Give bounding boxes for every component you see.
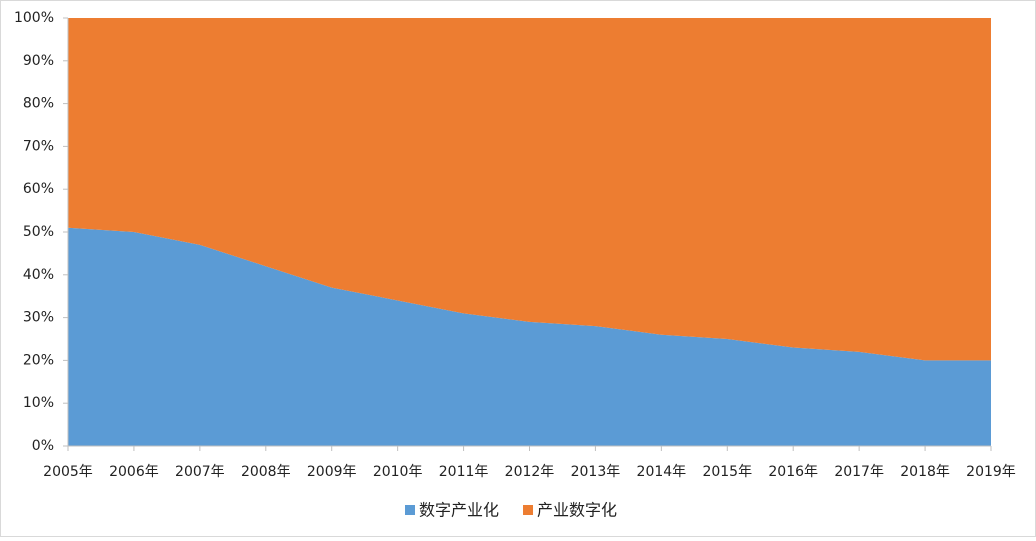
- legend-label: 数字产业化: [419, 501, 499, 520]
- y-tick-label: 50%: [23, 224, 54, 240]
- x-tick-label: 2012年: [505, 464, 555, 480]
- x-tick-label: 2018年: [900, 464, 950, 480]
- x-tick-label: 2010年: [373, 464, 423, 480]
- x-tick-label: 2016年: [768, 464, 818, 480]
- y-tick-label: 100%: [14, 10, 54, 26]
- x-tick-label: 2015年: [702, 464, 752, 480]
- legend-swatch: [523, 505, 534, 515]
- area: [68, 18, 991, 361]
- legend-swatch: [405, 505, 415, 515]
- y-tick-label: 40%: [23, 267, 54, 283]
- x-tick-label: 2013年: [571, 464, 621, 480]
- y-tick-label: 30%: [23, 310, 54, 326]
- y-tick-label: 0%: [32, 438, 54, 454]
- y-tick-label: 20%: [23, 352, 54, 368]
- y-tick-label: 90%: [23, 53, 54, 69]
- legend-label: 产业数字化: [537, 501, 617, 520]
- x-tick-label: 2014年: [637, 464, 687, 480]
- x-tick-label: 2005年: [43, 464, 93, 480]
- x-tick-label: 2009年: [307, 464, 357, 480]
- x-tick-label: 2011年: [439, 464, 489, 480]
- x-tick-label: 2008年: [241, 464, 291, 480]
- y-tick-label: 70%: [23, 138, 54, 154]
- x-tick-label: 2017年: [834, 464, 884, 480]
- y-tick-label: 10%: [23, 395, 54, 411]
- x-tick-label: 2007年: [175, 464, 225, 480]
- y-tick-label: 60%: [23, 181, 54, 197]
- x-tick-label: 2019年: [966, 464, 1016, 480]
- y-tick-label: 80%: [23, 96, 54, 112]
- area: [68, 227, 991, 446]
- x-tick-label: 2006年: [109, 464, 159, 480]
